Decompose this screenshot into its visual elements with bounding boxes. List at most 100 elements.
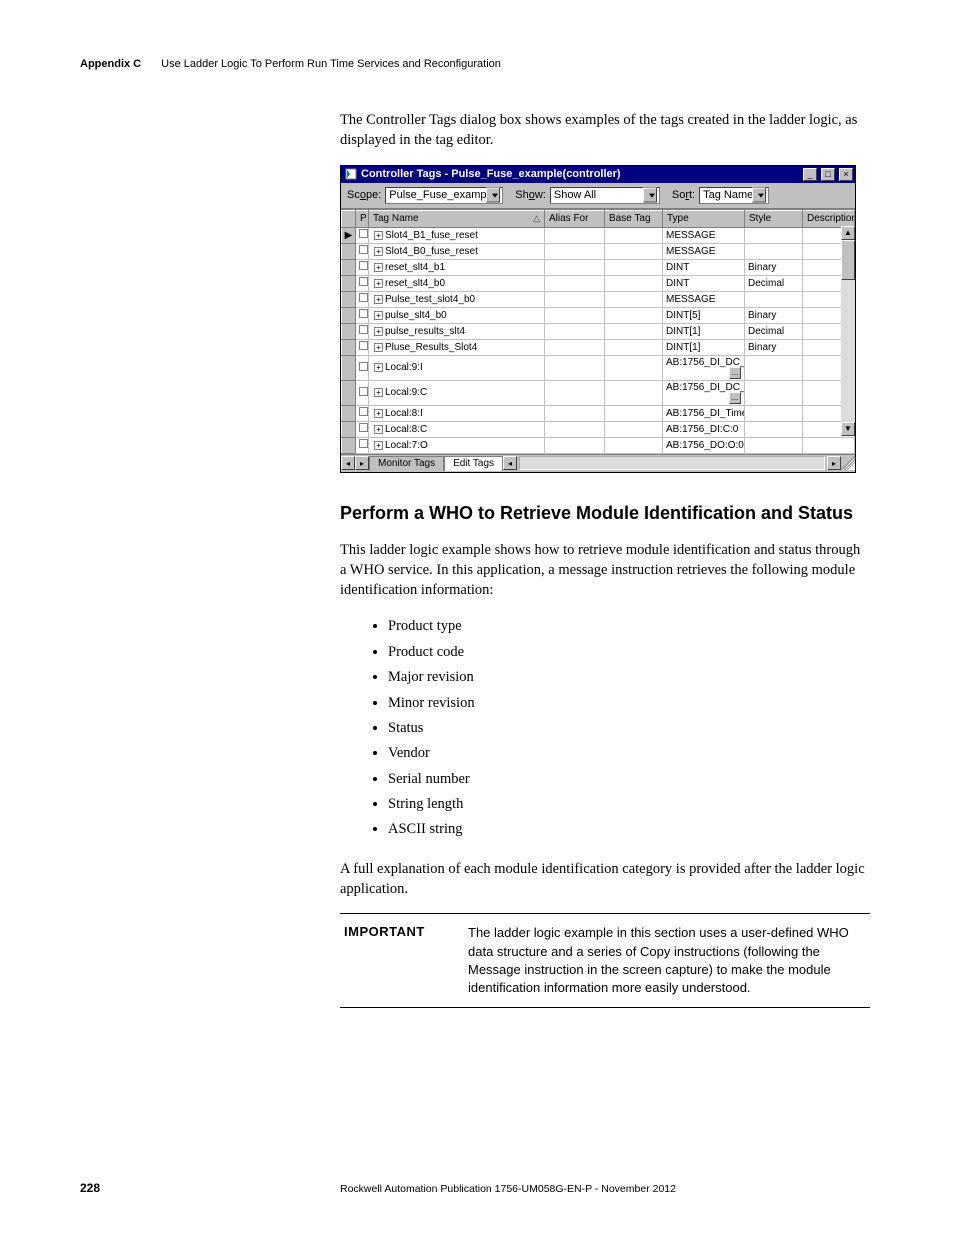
aliasfor-cell[interactable] [545, 339, 605, 355]
basetag-cell[interactable] [605, 307, 663, 323]
row-marker[interactable] [342, 323, 356, 339]
col-tagname[interactable]: Tag Name△ [369, 210, 545, 227]
p-cell[interactable] [356, 291, 369, 307]
tagname-cell[interactable]: +Local:9:I [369, 355, 545, 380]
expand-icon[interactable]: + [374, 388, 383, 397]
style-cell[interactable] [745, 421, 803, 437]
col-description[interactable]: Description [803, 210, 855, 227]
checkbox-icon[interactable] [359, 407, 368, 416]
style-cell[interactable] [745, 380, 803, 405]
tab-edit[interactable]: Edit Tags [444, 456, 503, 471]
description-cell[interactable] [803, 437, 855, 453]
aliasfor-cell[interactable] [545, 259, 605, 275]
aliasfor-cell[interactable] [545, 380, 605, 405]
table-row[interactable]: +Local:7:O AB:1756_DO:O:0 [342, 437, 855, 453]
type-cell[interactable]: DINT[1] [663, 323, 745, 339]
aliasfor-cell[interactable] [545, 405, 605, 421]
maximize-button[interactable]: □ [821, 168, 835, 181]
p-cell[interactable] [356, 380, 369, 405]
col-basetag[interactable]: Base Tag [605, 210, 663, 227]
checkbox-icon[interactable] [359, 341, 368, 350]
basetag-cell[interactable] [605, 380, 663, 405]
basetag-cell[interactable] [605, 323, 663, 339]
tagname-cell[interactable]: +Pulse_test_slot4_b0 [369, 291, 545, 307]
expand-icon[interactable]: + [374, 311, 383, 320]
type-cell[interactable]: AB:1756_DI_DC_...... [663, 380, 745, 405]
checkbox-icon[interactable] [359, 229, 368, 238]
checkbox-icon[interactable] [359, 261, 368, 270]
tagname-cell[interactable]: +Local:8:I [369, 405, 545, 421]
row-marker[interactable] [342, 291, 356, 307]
expand-icon[interactable]: + [374, 327, 383, 336]
tab-nav-left[interactable]: ◂ [341, 456, 355, 470]
row-marker[interactable] [342, 275, 356, 291]
p-cell[interactable] [356, 405, 369, 421]
hscroll-left[interactable]: ◂ [503, 456, 517, 470]
p-cell[interactable] [356, 355, 369, 380]
table-row[interactable]: +Slot4_B0_fuse_resetMESSAGE [342, 243, 855, 259]
minimize-button[interactable]: _ [803, 168, 817, 181]
tab-nav-right[interactable]: ▸ [355, 456, 369, 470]
col-p[interactable]: P [356, 210, 369, 227]
tagname-cell[interactable]: +reset_slt4_b0 [369, 275, 545, 291]
table-row[interactable]: +Local:8:C AB:1756_DI:C:0 [342, 421, 855, 437]
aliasfor-cell[interactable] [545, 275, 605, 291]
tagname-cell[interactable]: +Pluse_Results_Slot4 [369, 339, 545, 355]
tagname-cell[interactable]: +Local:9:C [369, 380, 545, 405]
type-cell[interactable]: AB:1756_DI:C:0 [663, 421, 745, 437]
type-cell[interactable]: AB:1756_DO:O:0 [663, 437, 745, 453]
type-ellipsis-button[interactable]: ... [729, 392, 741, 404]
sort-select[interactable]: Tag Name [699, 187, 769, 204]
tagname-cell[interactable]: +Local:8:C [369, 421, 545, 437]
basetag-cell[interactable] [605, 355, 663, 380]
style-cell[interactable]: Decimal [745, 275, 803, 291]
table-row[interactable]: +Local:9:C AB:1756_DI_DC_...... [342, 380, 855, 405]
expand-icon[interactable]: + [374, 295, 383, 304]
style-cell[interactable]: Binary [745, 307, 803, 323]
expand-icon[interactable]: + [374, 343, 383, 352]
p-cell[interactable] [356, 437, 369, 453]
tagname-cell[interactable]: +Local:7:O [369, 437, 545, 453]
basetag-cell[interactable] [605, 405, 663, 421]
row-marker[interactable] [342, 405, 356, 421]
row-marker[interactable] [342, 243, 356, 259]
expand-icon[interactable]: + [374, 425, 383, 434]
tagname-cell[interactable]: +pulse_results_slt4 [369, 323, 545, 339]
aliasfor-cell[interactable] [545, 355, 605, 380]
tagname-cell[interactable]: +Slot4_B0_fuse_reset [369, 243, 545, 259]
checkbox-icon[interactable] [359, 387, 368, 396]
p-cell[interactable] [356, 421, 369, 437]
type-cell[interactable]: AB:1756_DI_DC_...... [663, 355, 745, 380]
aliasfor-cell[interactable] [545, 227, 605, 243]
table-row[interactable]: +reset_slt4_b0DINTDecimal [342, 275, 855, 291]
p-cell[interactable] [356, 275, 369, 291]
row-marker[interactable]: ▶ [342, 227, 356, 243]
p-cell[interactable] [356, 259, 369, 275]
style-cell[interactable] [745, 227, 803, 243]
resize-grip[interactable] [841, 456, 855, 470]
hscroll-track[interactable] [519, 456, 825, 470]
checkbox-icon[interactable] [359, 293, 368, 302]
type-cell[interactable]: MESSAGE [663, 227, 745, 243]
row-marker[interactable] [342, 380, 356, 405]
table-row[interactable]: +Local:9:I AB:1756_DI_DC_...... [342, 355, 855, 380]
expand-icon[interactable]: + [374, 279, 383, 288]
col-style[interactable]: Style [745, 210, 803, 227]
p-cell[interactable] [356, 323, 369, 339]
aliasfor-cell[interactable] [545, 243, 605, 259]
checkbox-icon[interactable] [359, 439, 368, 448]
row-marker[interactable] [342, 355, 356, 380]
aliasfor-cell[interactable] [545, 307, 605, 323]
aliasfor-cell[interactable] [545, 421, 605, 437]
basetag-cell[interactable] [605, 259, 663, 275]
show-select[interactable]: Show All [550, 187, 660, 204]
type-cell[interactable]: DINT[5] [663, 307, 745, 323]
row-marker[interactable] [342, 437, 356, 453]
table-row[interactable]: +Pulse_test_slot4_b0MESSAGE [342, 291, 855, 307]
type-ellipsis-button[interactable]: ... [729, 367, 741, 379]
checkbox-icon[interactable] [359, 309, 368, 318]
style-cell[interactable] [745, 437, 803, 453]
row-marker[interactable] [342, 259, 356, 275]
vscroll-thumb[interactable] [841, 240, 855, 280]
scroll-down-button[interactable]: ▼ [841, 422, 855, 436]
